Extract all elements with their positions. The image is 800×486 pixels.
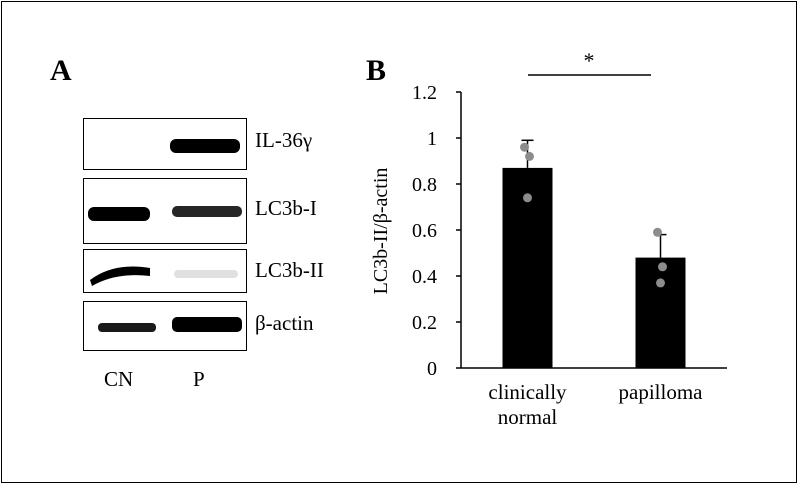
y-tick-label: 1.2: [412, 82, 437, 104]
blot-lc3b1-bands: [88, 206, 242, 221]
y-tick-label: 0.6: [412, 220, 437, 242]
y-tick-label: 0: [427, 358, 437, 380]
data-point: [653, 227, 662, 237]
chart-axes: [460, 92, 727, 369]
blot-il36-label: IL-36γ: [255, 128, 313, 152]
panel-a-letter: A: [50, 54, 72, 87]
blot-actin-label: β-actin: [255, 311, 314, 335]
bar: [635, 257, 686, 368]
y-tick-label: 1: [427, 128, 437, 150]
blot-actin-bands: [98, 317, 242, 332]
y-tick-label: 0.4: [412, 266, 437, 288]
x-category-label: normal: [498, 405, 558, 429]
blot-band: [90, 266, 150, 286]
blot-lc3b2-box: [83, 249, 247, 293]
blot-band: [172, 317, 242, 332]
panel-b-letter: B: [366, 54, 387, 87]
lane-label-p: P: [193, 367, 205, 391]
blot-band: [172, 206, 242, 217]
blot-lc3b1-label: LC3b-I: [255, 196, 317, 220]
chart-y-ticks: 0 0.2 0.4 0.6 0.8 1 1.2: [412, 82, 461, 380]
blot-band: [170, 139, 240, 153]
blot-il36-box: [83, 118, 247, 170]
blot-lc3b1-box: [83, 178, 247, 244]
x-category-label: clinically: [488, 380, 567, 404]
data-point: [520, 142, 529, 152]
x-category-label: papilloma: [619, 380, 704, 404]
y-tick-label: 0.2: [412, 312, 437, 334]
y-tick-label: 0.8: [412, 174, 437, 196]
chart-bars: [502, 139, 686, 368]
data-point: [523, 193, 532, 203]
blot-band: [98, 323, 156, 332]
blot-lc3b2-bands: [90, 266, 238, 286]
data-point: [658, 262, 667, 272]
blot-lc3b2-label: LC3b-II: [255, 258, 324, 282]
data-point: [525, 151, 534, 161]
lane-label-cn: CN: [104, 367, 134, 391]
blot-actin-box: [83, 301, 247, 351]
blot-band: [88, 207, 150, 221]
data-point: [656, 278, 665, 288]
significance-star: *: [584, 48, 595, 73]
blot-il36-bands: [170, 139, 240, 153]
y-axis-label: LC3b-II/β-actin: [370, 168, 392, 295]
blot-band: [174, 270, 238, 278]
